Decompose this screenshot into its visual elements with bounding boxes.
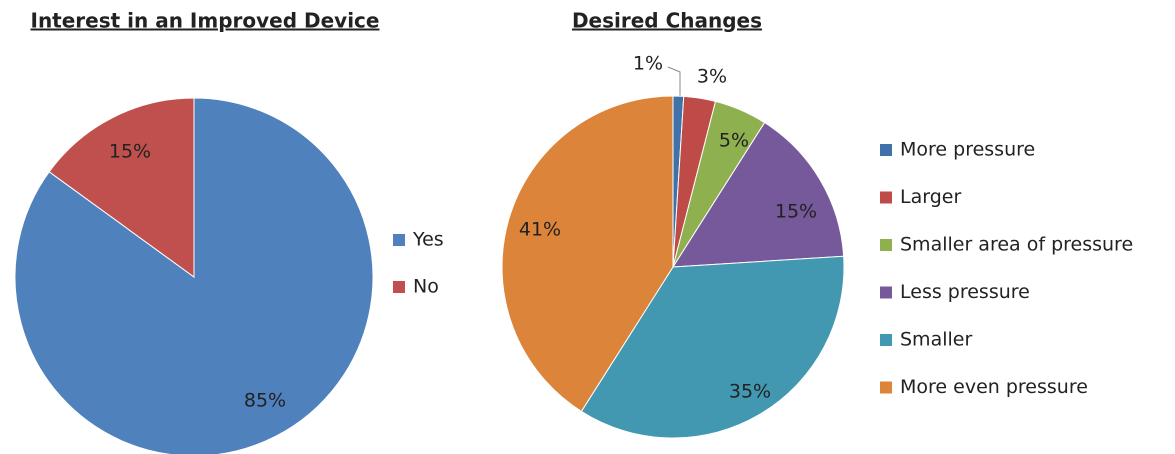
legend-swatch [880, 334, 892, 346]
chart-title: Interest in an Improved Device [31, 9, 380, 33]
legend-label: Smaller [900, 329, 972, 351]
pie-slice [501, 95, 674, 413]
legend-swatch [880, 381, 892, 394]
data-label: 1% [633, 53, 663, 75]
legend-label: No [413, 276, 439, 298]
leader-line [667, 66, 681, 96]
legend-swatch [880, 286, 892, 299]
legend-swatch [880, 144, 892, 156]
data-label: 85% [244, 390, 286, 412]
data-label: 41% [519, 219, 561, 241]
pie-slice [672, 121, 845, 268]
data-label: 35% [729, 381, 771, 403]
legend-label: Less pressure [900, 281, 1030, 303]
legend-swatch [393, 281, 405, 293]
pie-slice [48, 97, 195, 278]
data-label: 15% [775, 201, 817, 223]
data-label: 5% [719, 130, 749, 152]
chart-title: Desired Changes [572, 9, 762, 33]
pie-slice [580, 255, 845, 439]
legend-label: More even pressure [900, 376, 1088, 398]
legend-label: Yes [412, 229, 444, 251]
data-label: 15% [109, 141, 151, 163]
legend-swatch [393, 234, 405, 246]
legend-label: More pressure [900, 139, 1035, 161]
data-label: 3% [697, 66, 727, 88]
pie-slice [14, 97, 374, 454]
legend-label: Larger [900, 186, 961, 208]
legend-swatch [880, 191, 892, 204]
legend-label: Smaller area of pressure [900, 234, 1133, 256]
legend-swatch [880, 239, 892, 251]
